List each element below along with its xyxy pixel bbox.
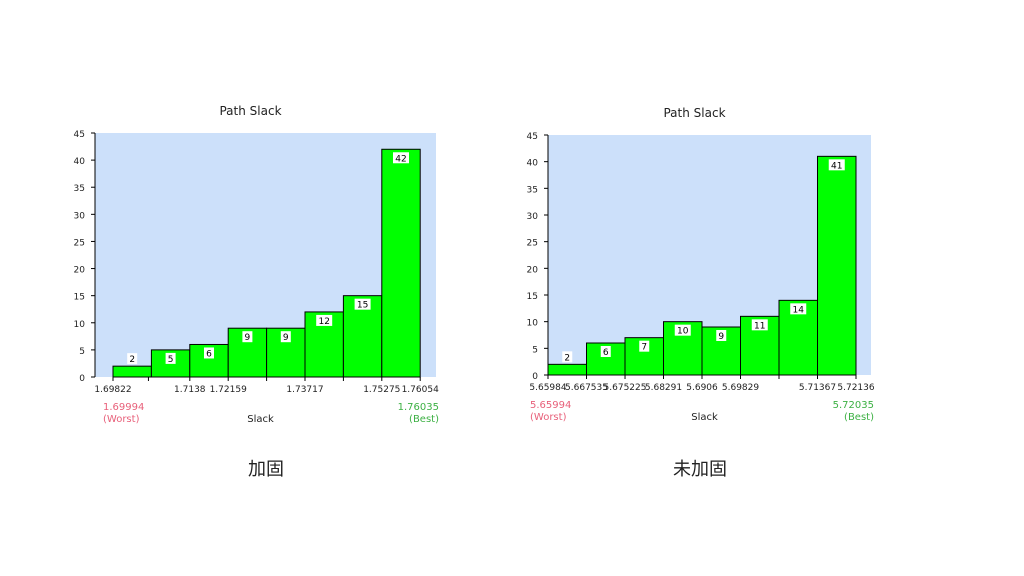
data-label-bg (828, 159, 845, 171)
chart-title: Path Slack (663, 106, 725, 120)
data-label-bg (562, 351, 573, 363)
data-label-bg (242, 331, 253, 343)
x-tick-label: 5.6906 (686, 383, 718, 393)
x-tick-label: 1.7138 (174, 385, 206, 395)
worst-label: (Worst) (103, 414, 140, 425)
data-label-bg (165, 352, 176, 364)
y-tick-label: 40 (527, 159, 539, 169)
data-label: 14 (793, 305, 805, 315)
y-tick-label: 45 (527, 132, 538, 142)
y-tick-label: 10 (527, 319, 539, 329)
data-label: 9 (718, 332, 724, 342)
bar (817, 155, 857, 376)
y-tick-label: 45 (74, 130, 85, 140)
x-tick-label: 5.65984 (529, 383, 566, 393)
data-label: 6 (206, 349, 212, 359)
worst-value: 5.65994 (530, 400, 571, 411)
y-tick-label: 35 (527, 185, 538, 195)
y-tick-label: 30 (527, 212, 539, 222)
chart-panel-right: Path Slack 2 6 7 10 9 11 14 41 0 5 10 15 20 25 30 35 40 45… (512, 0, 1024, 576)
y-tick-label: 35 (74, 184, 85, 194)
worst-label: (Worst) (530, 412, 567, 423)
best-label: (Best) (844, 412, 874, 423)
x-tick-label: 5.72136 (837, 383, 874, 393)
y-tick-label: 15 (74, 293, 85, 303)
bar (381, 148, 421, 378)
x-tick-label: 1.73717 (286, 385, 323, 395)
data-label: 7 (641, 343, 647, 353)
chart-title: Path Slack (219, 104, 281, 118)
x-tick-label: 5.69829 (722, 383, 759, 393)
x-axis-label: Slack (691, 412, 718, 423)
x-tick-label: 1.69822 (94, 385, 131, 395)
best-value: 5.72035 (833, 400, 874, 411)
bar (112, 365, 152, 378)
data-label: 9 (283, 333, 289, 343)
worst-value: 1.69994 (103, 402, 144, 413)
data-label-bg (316, 314, 333, 326)
y-tick-label: 0 (532, 372, 538, 382)
data-label: 10 (677, 327, 689, 337)
data-label-bg (600, 346, 611, 357)
data-label: 5 (168, 355, 174, 365)
data-label: 2 (564, 353, 570, 363)
x-tick-label: 5.675225 (604, 383, 647, 393)
x-tick-label: 5.71367 (799, 383, 836, 393)
x-tick-label: 1.72159 (210, 385, 247, 395)
x-tick-label: 1.76054 (402, 385, 439, 395)
x-tick-label: 1.75275 (363, 385, 400, 395)
y-tick-label: 25 (74, 238, 85, 248)
best-value: 1.76035 (398, 402, 439, 413)
caption-unreinforced: 未加固 (673, 459, 727, 480)
data-label-bg (790, 303, 807, 315)
y-tick-label: 20 (74, 266, 86, 276)
data-label-bg (716, 330, 727, 341)
histogram-chart-unreinforced: Path Slack 2 6 7 10 9 11 14 41 0 5 10 15 20 25 30 35 40 45… (527, 106, 875, 423)
y-tick-label: 5 (79, 347, 85, 357)
chart-panel-left: Path Slack 2 5 6 9 9 12 15 42 0 5 10 15 20 25 30 35 40 45 1… (74, 104, 440, 425)
x-tick-label: 5.667535 (565, 383, 608, 393)
data-label: 9 (245, 333, 251, 343)
bar (547, 363, 587, 376)
data-label-bg (751, 319, 768, 331)
data-label-bg (354, 298, 371, 310)
y-tick-label: 15 (527, 292, 538, 302)
y-tick-label: 0 (79, 374, 85, 384)
y-tick-label: 25 (527, 239, 538, 249)
data-label-bg (639, 340, 650, 352)
data-label-bg (204, 347, 214, 359)
data-label-bg (393, 152, 409, 164)
best-label: (Best) (409, 414, 439, 425)
data-label: 2 (129, 355, 135, 365)
data-label: 6 (603, 348, 609, 358)
data-label: 12 (318, 317, 329, 327)
x-axis-label: Slack (247, 414, 274, 425)
y-tick-label: 10 (74, 320, 86, 330)
caption-reinforced: 加固 (248, 459, 284, 480)
y-tick-label: 30 (74, 211, 86, 221)
data-label-bg (127, 353, 138, 365)
data-label: 11 (754, 321, 765, 331)
data-label: 42 (395, 154, 406, 164)
data-label-bg (280, 331, 291, 343)
y-tick-label: 40 (74, 157, 86, 167)
x-tick-label: 5.68291 (645, 383, 682, 393)
data-label-bg (674, 324, 691, 336)
y-tick-label: 5 (532, 345, 538, 355)
data-label: 41 (831, 161, 842, 171)
y-tick-label: 20 (527, 265, 539, 275)
data-label: 15 (357, 301, 368, 311)
